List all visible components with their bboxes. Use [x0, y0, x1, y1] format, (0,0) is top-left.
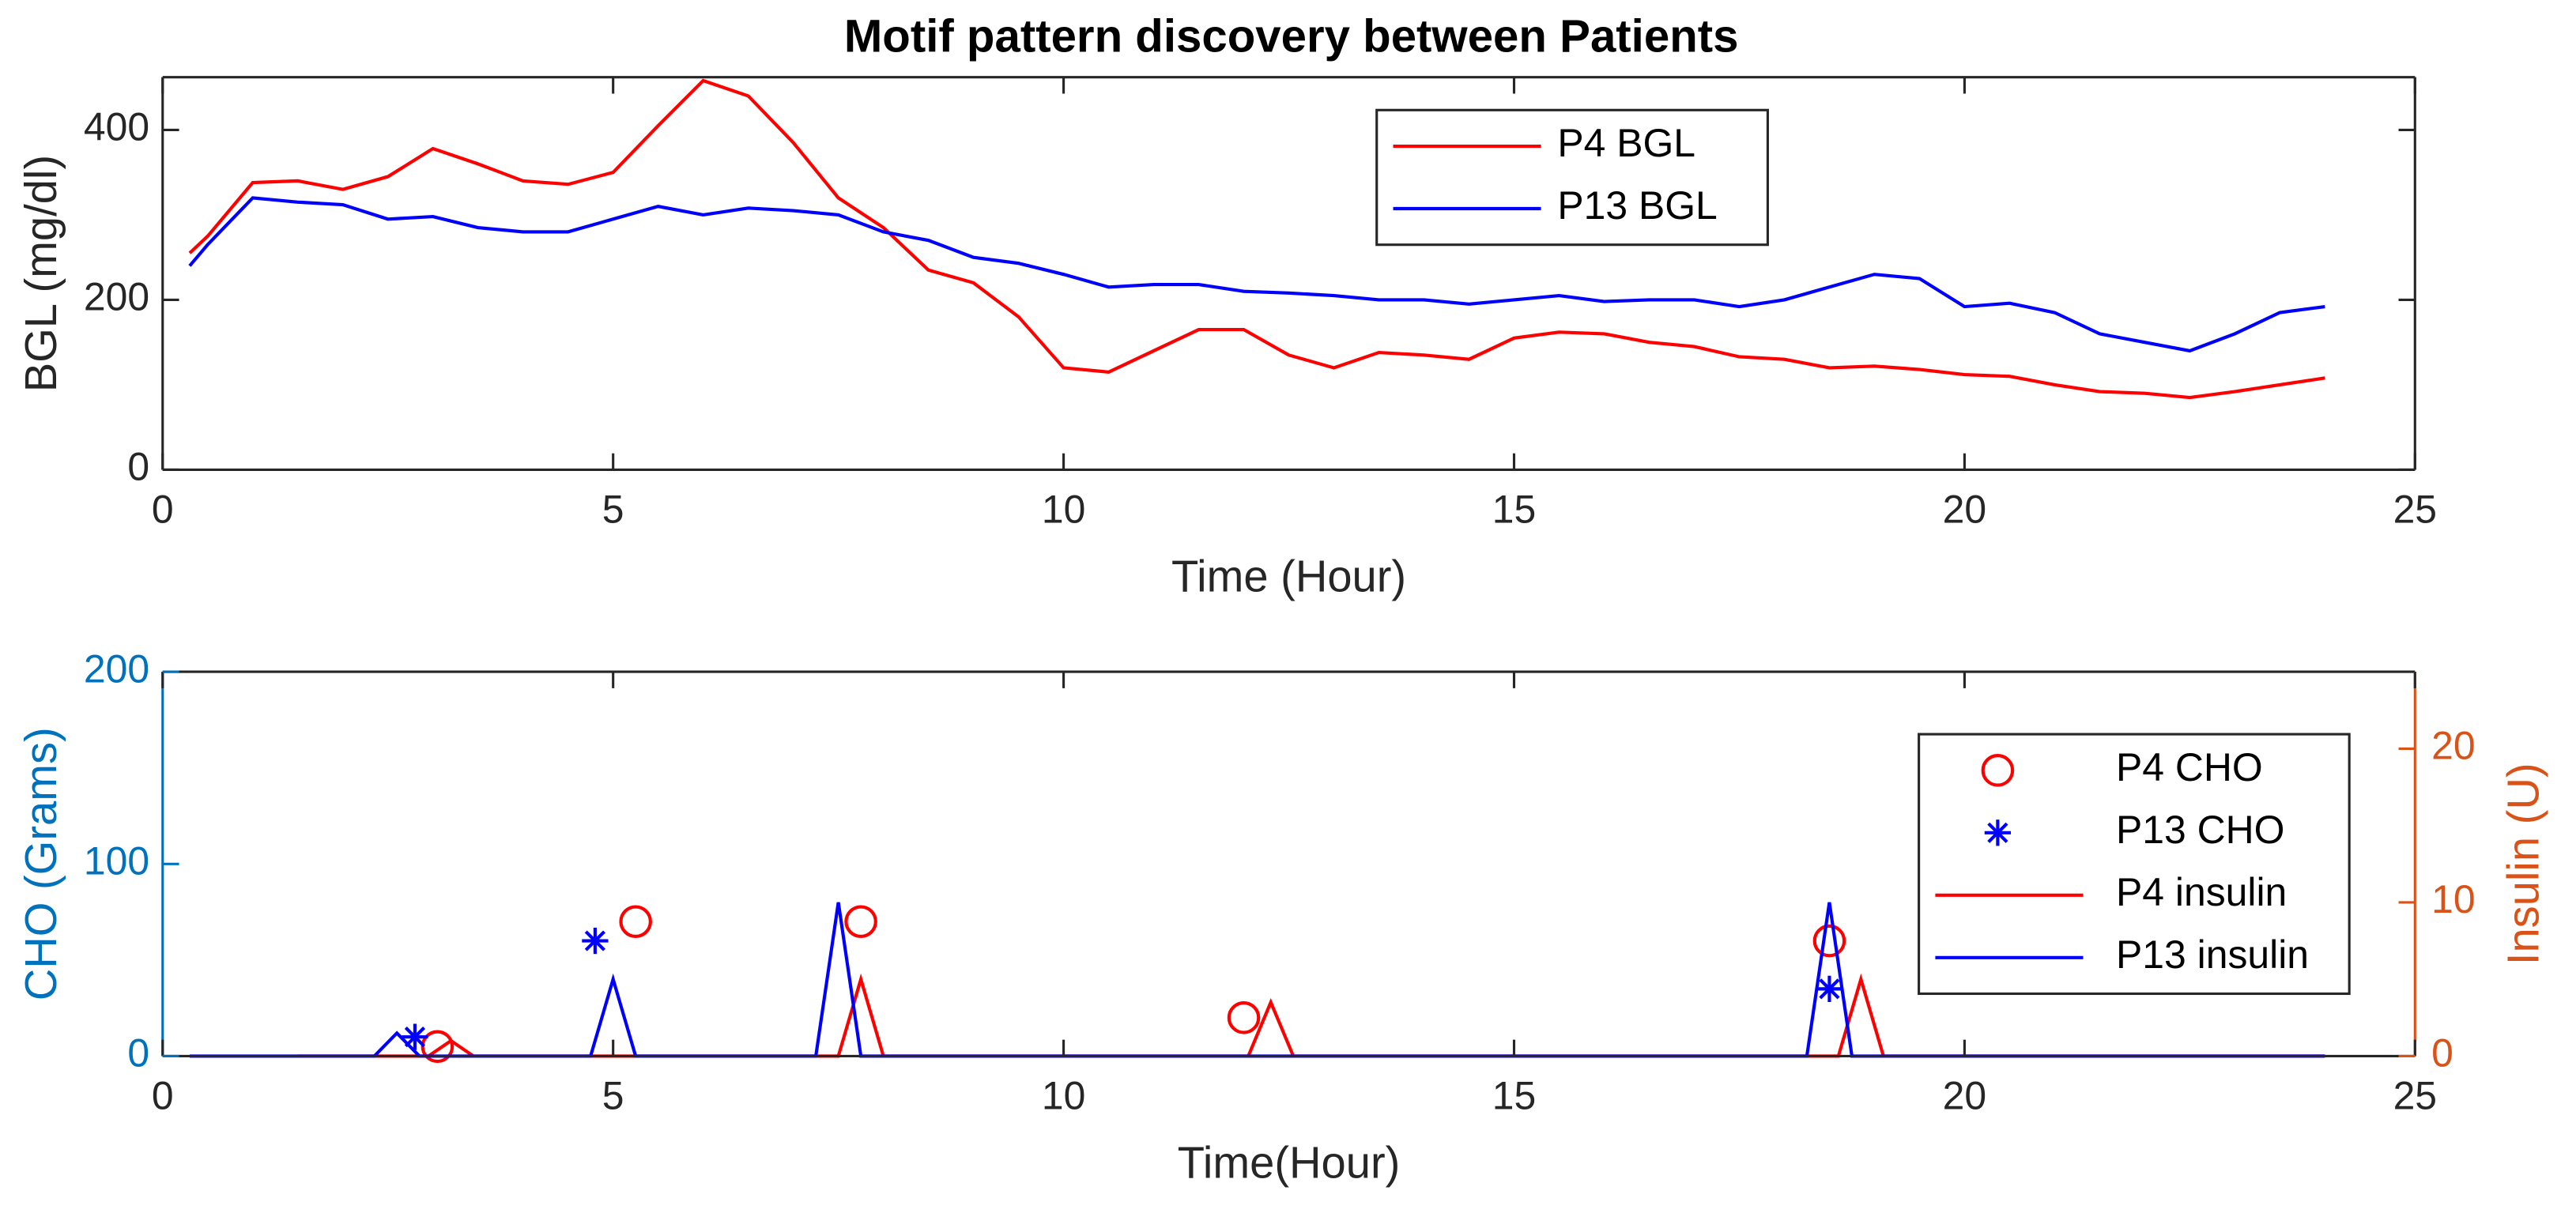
- y-tick-label: 400: [84, 105, 149, 149]
- y-tick-label: 200: [84, 275, 149, 319]
- marker-asterisk: [402, 1023, 428, 1050]
- marker-circle: [619, 905, 652, 939]
- axes: 0 5 10 15 20 25 0 200 400 Time (Hour) BGL (mg/dl): [16, 76, 2437, 601]
- y2-tick-label: 0: [2431, 1031, 2453, 1076]
- series-line: [188, 78, 2325, 400]
- legend-box: [1375, 108, 1769, 247]
- y-axis-label: BGL (mg/dl): [16, 155, 66, 392]
- y-tick-label: 200: [84, 646, 149, 691]
- marker-asterisk: [1816, 975, 1843, 1002]
- series-line: [188, 196, 2325, 353]
- marker-asterisk: [582, 927, 609, 955]
- marker-circle: [844, 905, 877, 939]
- x-tick-label: 0: [152, 488, 174, 532]
- x-axis-label: Time(Hour): [1178, 1138, 1401, 1188]
- legend-box: [1918, 733, 2351, 996]
- x-axis-label: Time (Hour): [1171, 552, 1406, 601]
- x-tick-label: 10: [1042, 1074, 1085, 1118]
- marker-circle: [1227, 1001, 1261, 1034]
- legend: P4 CHO P13 CHO P4 insulin P13 insulin: [1918, 733, 2351, 996]
- marker-circle: [1981, 754, 2015, 787]
- x-tick-label: 5: [602, 1074, 624, 1118]
- asterisk-stroke: [1819, 978, 1840, 1000]
- chart-title: Motif pattern discovery between Patients: [844, 10, 1739, 62]
- y2-tick-label: 20: [2431, 724, 2475, 768]
- x-tick-label: 20: [1943, 488, 1986, 532]
- legend-label: P13 CHO: [2116, 808, 2284, 852]
- x-tick-label: 0: [152, 1074, 174, 1118]
- y2-axis-label: Insulin (U): [2498, 763, 2548, 965]
- y2-tick-label: 10: [2431, 877, 2475, 921]
- x-tick-label: 15: [1492, 488, 1536, 532]
- x-tick-label: 15: [1492, 1074, 1536, 1118]
- x-tick-label: 25: [2393, 1074, 2437, 1118]
- y-tick-label: 100: [84, 838, 149, 883]
- x-tick-label: 10: [1042, 488, 1085, 532]
- x-tick-label: 20: [1943, 1074, 1986, 1118]
- y-axis-label: CHO (Grams): [16, 727, 66, 1000]
- x-tick-label: 5: [602, 488, 624, 532]
- asterisk-stroke: [1987, 822, 2008, 843]
- y-tick-label: 0: [127, 1031, 149, 1076]
- legend-label: P13 BGL: [1557, 183, 1717, 228]
- x-tick-label: 25: [2393, 488, 2437, 532]
- asterisk-stroke: [584, 930, 605, 951]
- y-tick-label: 0: [127, 445, 149, 489]
- legend-label: P4 insulin: [2116, 870, 2287, 914]
- legend-label: P4 BGL: [1557, 121, 1695, 165]
- marker-circle: [1812, 924, 1846, 958]
- legend-label: P13 insulin: [2116, 932, 2309, 977]
- legend: P4 BGL P13 BGL: [1375, 108, 1769, 247]
- marker-asterisk: [1984, 819, 2012, 846]
- legend-label: P4 CHO: [2116, 745, 2263, 789]
